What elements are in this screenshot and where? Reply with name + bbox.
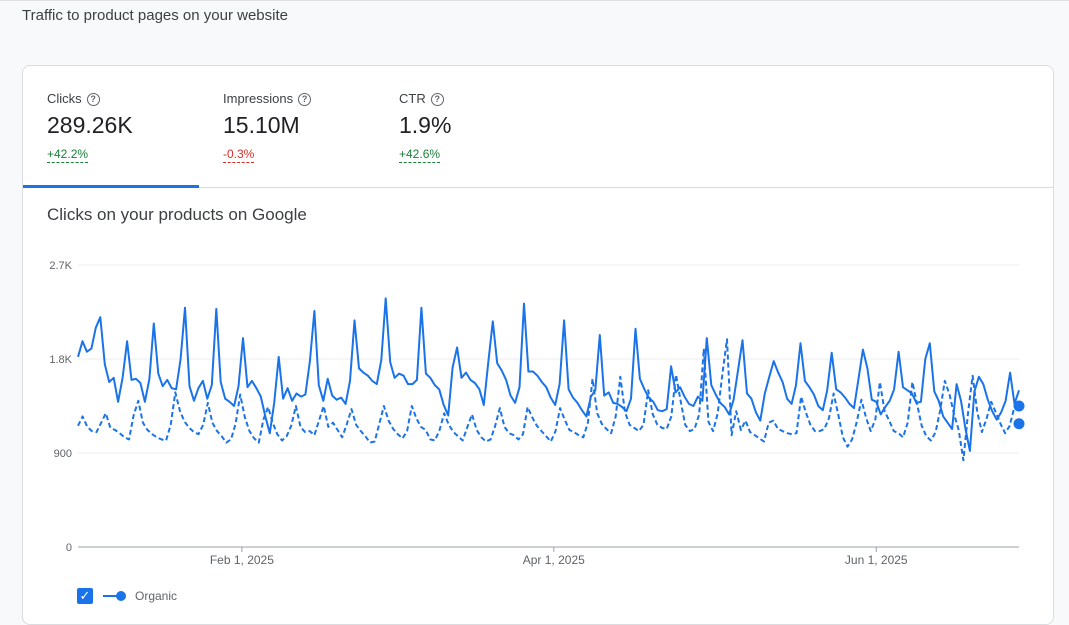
metrics-row: Clicks? 289.26K +42.2% Impressions? 15.1… xyxy=(23,66,1053,188)
metric-delta: +42.2% xyxy=(47,147,89,163)
legend-label: Organic xyxy=(135,589,178,603)
check-icon: ✓ xyxy=(79,588,91,603)
series-end-point xyxy=(1013,418,1025,430)
metric-value: 289.26K xyxy=(47,112,133,138)
series-line-organic xyxy=(77,297,1020,452)
metric-label: CTR? xyxy=(399,91,444,106)
legend-swatch xyxy=(103,591,126,601)
metric-label-text: Clicks xyxy=(47,91,82,106)
metric-label: Impressions? xyxy=(223,91,312,106)
top-divider xyxy=(0,0,1069,1)
chart-title: Clicks on your products on Google xyxy=(47,205,307,224)
series-end-point xyxy=(1013,400,1025,412)
x-tick-label: Apr 1, 2025 xyxy=(523,553,585,567)
legend-swatch-dot xyxy=(116,591,126,601)
metric-value: 1.9% xyxy=(399,112,452,138)
traffic-card: Clicks? 289.26K +42.2% Impressions? 15.1… xyxy=(22,65,1054,625)
metric-label: Clicks? xyxy=(47,91,100,106)
page-title: Traffic to product pages on your website xyxy=(22,7,288,24)
x-tick-label: Feb 1, 2025 xyxy=(210,553,274,567)
metric-value: 15.10M xyxy=(223,112,300,138)
metric-delta: -0.3% xyxy=(223,147,255,163)
help-icon[interactable]: ? xyxy=(298,93,312,106)
series-line-comparison xyxy=(77,338,1020,462)
metric-tab-clicks[interactable]: Clicks? 289.26K +42.2% xyxy=(23,66,199,188)
metric-delta: +42.6% xyxy=(399,147,441,163)
y-tick-label: 0 xyxy=(66,542,72,554)
x-tick-label: Jun 1, 2025 xyxy=(845,553,908,567)
active-tab-indicator xyxy=(23,185,199,188)
metric-label-text: Impressions xyxy=(223,91,294,106)
clicks-line-chart: 0 900 1.8K 2.7K Feb 1, 2025 Apr 1, 2025 Jun 1,… xyxy=(49,260,1025,567)
help-icon[interactable]: ? xyxy=(86,93,100,106)
y-tick-label: 900 xyxy=(54,448,72,460)
metric-tab-ctr[interactable]: CTR? 1.9% +42.6% xyxy=(375,66,551,187)
y-tick-label: 1.8K xyxy=(49,354,72,366)
help-icon[interactable]: ? xyxy=(430,93,444,106)
metric-tab-impressions[interactable]: Impressions? 15.10M -0.3% xyxy=(199,66,375,187)
metric-label-text: CTR xyxy=(399,91,426,106)
legend-checkbox[interactable]: ✓ xyxy=(77,588,93,604)
y-tick-label: 2.7K xyxy=(49,260,72,272)
